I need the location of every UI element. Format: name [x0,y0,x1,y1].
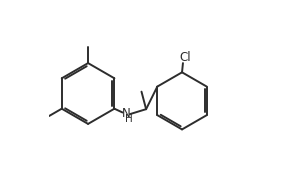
Text: H: H [125,114,133,124]
Text: N: N [121,107,130,120]
Text: Cl: Cl [179,51,191,64]
